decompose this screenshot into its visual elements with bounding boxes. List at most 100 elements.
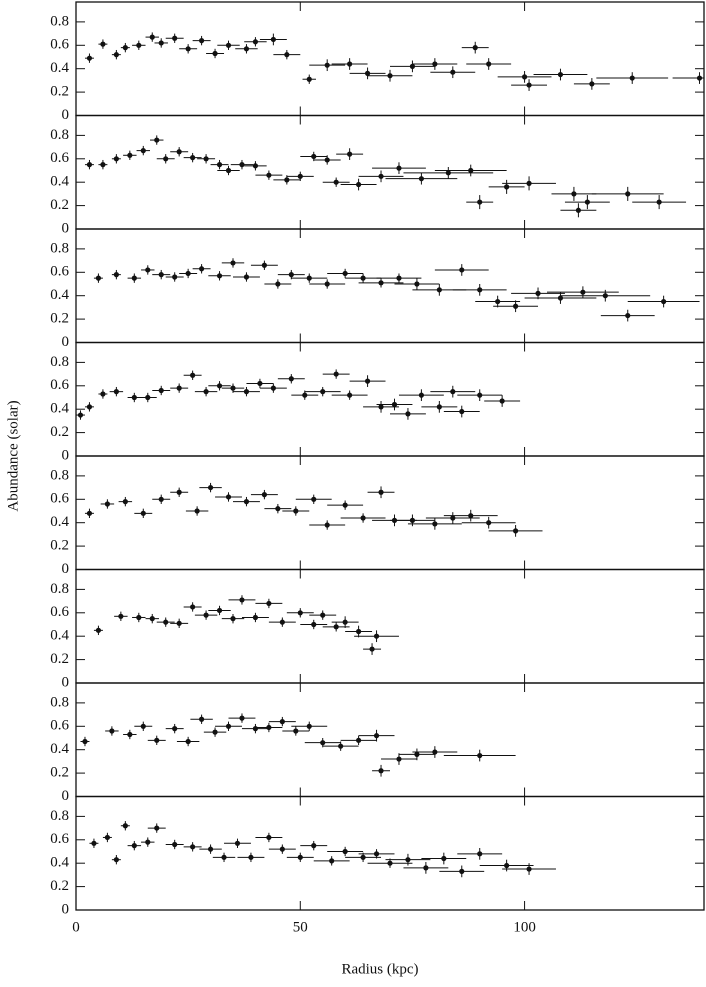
data-point [360,515,366,521]
data-point [584,199,590,205]
data-point [288,272,294,278]
data-point [450,389,456,395]
data-point [252,39,259,45]
panel-frame [75,341,705,457]
data-point [216,273,223,279]
data-point [656,199,662,205]
data-point [441,855,447,862]
data-point [320,740,326,746]
data-point [279,719,285,725]
data-point [158,40,164,46]
y-axis-label: Abundance (solar) [5,400,21,511]
data-point [185,270,191,277]
data-point [225,494,232,500]
data-point [347,151,353,157]
data-point [423,865,429,871]
data-point [104,501,110,507]
data-point [95,275,102,281]
y-tick-label: 0.2 [50,765,69,781]
data-point [342,502,348,508]
data-point [571,191,577,197]
data-point [450,515,456,521]
data-point [333,371,339,377]
data-point [194,508,200,514]
data-point [320,612,326,618]
y-tick-label: 0.2 [50,651,69,667]
data-point [243,499,250,505]
y-tick-label: 0.2 [50,878,69,894]
data-point [364,70,371,76]
x-tick-label: 0 [72,919,80,935]
data-point [225,167,232,174]
data-point [127,152,133,158]
data-point [136,42,142,48]
data-point [243,274,250,280]
panel-frame [75,682,705,798]
data-point [387,73,393,79]
panel [84,135,687,218]
data-point [513,528,519,534]
data-point [450,69,456,75]
data-point [364,378,371,384]
data-point [324,281,330,287]
y-tick-label: 0.2 [50,197,69,213]
data-point [311,496,317,502]
data-point [575,207,582,213]
data-point [230,616,236,622]
data-point [526,180,532,186]
panel [76,369,521,420]
data-point [387,860,393,866]
data-point [86,404,93,410]
data-point [302,392,308,398]
data-point [356,181,362,188]
data-point [91,840,97,846]
y-tick-label: 0.8 [50,354,69,370]
y-tick-label: 0.4 [50,401,69,417]
data-point [230,260,236,266]
data-point [347,392,353,398]
data-point [190,155,196,161]
data-point [311,621,317,628]
data-point [333,624,339,630]
data-point [140,148,146,154]
data-point [257,380,263,387]
data-point [526,866,532,872]
data-point [436,404,442,410]
data-point [149,616,155,622]
data-point [360,275,366,281]
y-tick-label: 0 [62,901,70,917]
y-tick-label: 0.6 [50,604,69,620]
y-tick-label: 0.6 [50,150,69,166]
data-point [243,389,250,395]
data-point [414,281,420,287]
data-point [221,854,227,860]
data-point [203,156,209,162]
data-point [409,517,416,523]
panel-frame [75,114,705,230]
panel [84,482,543,537]
data-point [526,82,532,88]
data-point [297,173,303,179]
y-tick-label: 0.8 [50,467,69,483]
data-point [284,177,290,183]
data-point [199,266,205,272]
data-point [468,513,474,519]
data-point [239,715,245,721]
data-point [113,52,119,58]
data-point [203,389,209,395]
data-point [122,823,128,829]
data-point [373,633,380,639]
data-point [261,492,267,498]
data-point [356,737,362,743]
data-point [297,854,303,860]
data-point [580,289,586,295]
data-point [472,45,478,51]
data-point [495,298,501,305]
panel [89,821,556,878]
data-point [86,55,93,61]
data-point [216,383,223,389]
y-tick-label: 0.6 [50,377,69,393]
data-point [432,521,438,527]
y-tick-label: 0 [62,561,70,577]
